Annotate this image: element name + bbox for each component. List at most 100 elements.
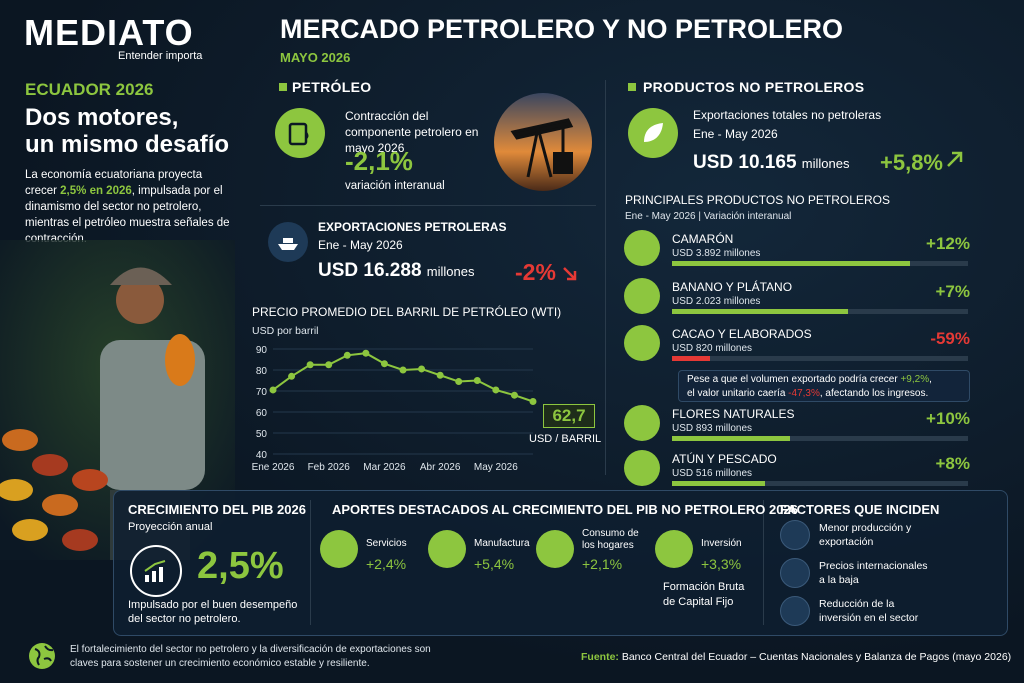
- text: La economía ecuatoriana proyecta crecer: [25, 169, 203, 197]
- point: [306, 361, 314, 369]
- product-icon: [624, 278, 660, 314]
- total-amount: USD 10.165 millones: [693, 152, 849, 174]
- point: [529, 398, 537, 405]
- product-icon: [624, 405, 660, 441]
- aporte-label: Manufactura: [474, 538, 530, 549]
- point: [492, 386, 500, 394]
- text: el valor unitario caería: [687, 388, 789, 399]
- aporte-icon: [320, 530, 358, 568]
- contraction-value: -2,1%: [345, 146, 413, 176]
- growth-icon: [130, 545, 182, 597]
- products-title: PRINCIPALES PRODUCTOS NO PETROLEROS: [625, 193, 890, 207]
- text: , afectando los ingresos.: [819, 388, 929, 399]
- aporte-icon: [655, 530, 693, 568]
- product-value: USD 820 millones: [672, 343, 753, 354]
- intro-body: La economía ecuatoriana proyecta crecer …: [25, 167, 230, 247]
- kicker: ECUADOR 2026: [25, 80, 154, 99]
- y-tick-label: 70: [256, 387, 268, 398]
- headline: Dos motores, un mismo desafío: [25, 104, 229, 158]
- highlight: +9,2%: [900, 374, 930, 385]
- point: [325, 361, 333, 369]
- bar-fill: [672, 481, 765, 486]
- contraction-note: variación interanual: [345, 180, 445, 192]
- point: [380, 360, 388, 368]
- oil-pump-photo: [494, 93, 592, 191]
- total-change: +5,8%: [880, 150, 943, 175]
- y-tick-label: 50: [256, 429, 268, 440]
- callout: 62,7: [543, 404, 595, 428]
- product-name: CAMARÓN: [672, 232, 734, 246]
- bar-fill: [672, 436, 790, 441]
- aporte-icon: [536, 530, 574, 568]
- source-label: Fuente:: [581, 651, 619, 663]
- total-period: Ene - May 2026: [693, 127, 778, 141]
- aporte-value: +2,1%: [582, 556, 623, 572]
- oil-icon: [275, 108, 325, 158]
- product-value: USD 516 millones: [672, 468, 753, 479]
- product-value: USD 3.892 millones: [672, 248, 761, 259]
- aporte-label: Servicios: [366, 538, 407, 549]
- factor-icon: [780, 520, 810, 550]
- page-subtitle: MAYO 2026: [280, 50, 351, 65]
- icon: [644, 123, 663, 142]
- icon: [278, 238, 298, 250]
- bar-track: [672, 436, 968, 441]
- product-icon: [624, 325, 660, 361]
- point: [343, 351, 351, 359]
- bullet: [628, 83, 636, 91]
- divider: [763, 500, 764, 625]
- aporte-label: Consumo de los hogares: [582, 528, 639, 551]
- x-tick-label: Feb 2026: [308, 462, 351, 473]
- pib-title: CRECIMIENTO DEL PIB 2026: [128, 502, 306, 517]
- y-tick-label: 90: [256, 345, 268, 356]
- point: [473, 377, 481, 384]
- bar-fill: [672, 261, 910, 266]
- icon: [288, 122, 309, 146]
- exports-amount: USD 16.288 millones: [318, 260, 474, 282]
- y-tick-label: 80: [256, 366, 268, 377]
- point: [269, 386, 277, 394]
- point: [418, 365, 426, 373]
- product-value: USD 2.023 millones: [672, 296, 761, 307]
- divider: [260, 205, 596, 206]
- x-tick-label: Ene 2026: [252, 462, 295, 473]
- ship-icon: [268, 222, 308, 262]
- icon: [144, 560, 166, 582]
- product-change: +8%: [935, 454, 971, 473]
- bar-track: [672, 356, 968, 361]
- y-tick-label: 40: [256, 450, 268, 461]
- text: Pese a que el volumen exportado podría c…: [687, 374, 901, 385]
- factores-title: FACTORES QUE INCIDEN: [780, 502, 940, 517]
- section-title: PRODUCTOS NO PETROLEROS: [643, 79, 865, 95]
- total-value: USD 10.165: [693, 152, 797, 173]
- globe-icon: [29, 643, 55, 669]
- section-title: PETRÓLEO: [292, 79, 372, 95]
- product-name: BANANO Y PLÁTANO: [672, 280, 793, 294]
- exports-title: EXPORTACIONES PETROLERAS: [318, 220, 507, 234]
- page-title: MERCADO PETROLERO Y NO PETROLERO: [280, 14, 844, 44]
- text: ,: [929, 374, 932, 385]
- x-tick-label: Abr 2026: [420, 462, 461, 473]
- highlight: 2,5% en 2026: [60, 185, 132, 197]
- product-change: -59%: [930, 329, 970, 348]
- callout-unit: USD / BARRIL: [529, 433, 602, 445]
- divider: [605, 80, 606, 475]
- x-tick-label: Mar 2026: [363, 462, 406, 473]
- products-subtitle: Ene - May 2026 | Variación interanual: [625, 211, 792, 222]
- aportes-title: APORTES DESTACADOS AL CRECIMIENTO DEL PI…: [332, 502, 798, 517]
- bullet: [279, 83, 287, 91]
- product-change: +10%: [926, 409, 970, 428]
- highlight: -47,3%: [788, 388, 820, 399]
- brand-tagline: Entender importa: [118, 50, 203, 62]
- aporte-icon: [428, 530, 466, 568]
- bar-track: [672, 481, 968, 486]
- exports-change: -2%: [515, 259, 556, 285]
- exports-unit: millones: [426, 264, 475, 279]
- up-arrow: [947, 151, 963, 167]
- pib-subtitle: Proyección anual: [128, 521, 213, 533]
- brand-name: MEDIATO: [24, 12, 194, 53]
- line: [272, 352, 534, 403]
- product-value: USD 893 millones: [672, 423, 753, 434]
- down-arrow: [563, 267, 577, 281]
